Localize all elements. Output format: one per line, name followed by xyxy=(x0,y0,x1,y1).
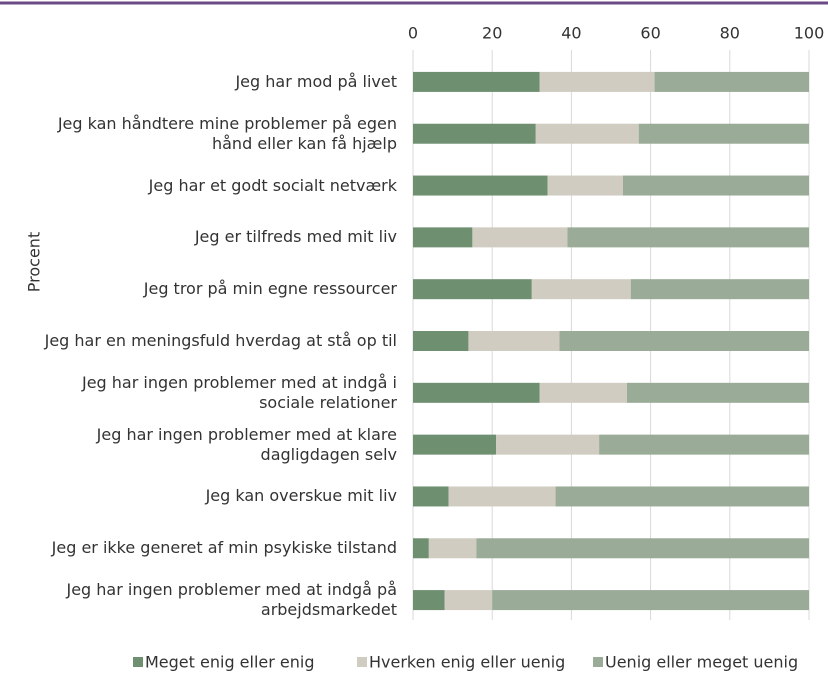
x-tick-label: 0 xyxy=(408,24,418,43)
bar-segment xyxy=(413,486,449,507)
bar-segment xyxy=(599,434,809,455)
bar-segment xyxy=(413,382,540,403)
bar-segment xyxy=(472,227,568,248)
y-axis-label: Procent xyxy=(25,232,44,292)
bar-segment xyxy=(413,434,497,455)
bar-segment xyxy=(567,227,809,248)
bar-segment xyxy=(492,590,809,611)
x-tick-label: 40 xyxy=(561,24,581,43)
legend-swatch xyxy=(133,657,143,667)
legend-swatch xyxy=(593,657,603,667)
category-label: Jeg har mod på livet xyxy=(235,71,397,91)
legend-swatch xyxy=(357,657,367,667)
legend-label: Uenig eller meget uenig xyxy=(605,653,798,672)
category-label: Jeg kan håndtere mine problemer på egen … xyxy=(57,113,397,153)
bar-segment xyxy=(413,279,532,300)
bar-segment xyxy=(547,175,623,196)
legend-label: Meget enig eller enig xyxy=(145,653,315,672)
bar-segment xyxy=(559,331,809,351)
category-label: Jeg har en meningsfuld hverdag at stå op… xyxy=(44,331,397,350)
category-label: Jeg har et godt socialt netværk xyxy=(148,175,397,195)
bar-segment xyxy=(630,279,809,300)
bar-segment xyxy=(539,71,655,92)
bar-segment xyxy=(476,538,809,559)
bar-segment xyxy=(413,331,469,351)
category-label: Jeg kan overskue mit liv xyxy=(205,486,397,506)
bar-segment xyxy=(444,590,493,611)
bar-segment xyxy=(413,123,536,144)
x-tick-label: 80 xyxy=(720,24,740,43)
bar-segment xyxy=(555,486,809,507)
bar-segment xyxy=(638,123,809,144)
bar-segment xyxy=(535,123,639,144)
bar-segment xyxy=(413,175,548,196)
bar-segment xyxy=(539,382,627,403)
bar-segment xyxy=(413,590,445,611)
x-tick-label: 20 xyxy=(482,24,502,43)
x-tick-label: 60 xyxy=(640,24,660,43)
bar-segment xyxy=(413,227,473,248)
category-label: Jeg tror på min egne ressourcer xyxy=(143,279,397,299)
bar-segment xyxy=(428,538,477,559)
bar-segment xyxy=(413,71,540,92)
bar-segment xyxy=(654,71,809,92)
bar-segment xyxy=(468,331,560,351)
category-label: Jeg har ingen problemer med at klare dag… xyxy=(96,424,397,464)
category-label: Jeg har ingen problemer med at indgå i s… xyxy=(81,372,397,412)
category-label: Jeg er ikke generet af min psykiske tils… xyxy=(51,538,397,558)
bar-segment xyxy=(622,175,809,196)
category-label: Jeg har ingen problemer med at indgå på … xyxy=(66,580,397,620)
x-tick-label: 100 xyxy=(794,24,825,43)
bar-segment xyxy=(448,486,556,507)
bar-segment xyxy=(496,434,600,455)
bar-segment xyxy=(413,538,429,559)
category-label: Jeg er tilfreds med mit liv xyxy=(194,227,397,247)
bar-segment xyxy=(626,382,809,403)
legend-label: Hverken enig eller uenig xyxy=(369,653,565,672)
bar-segment xyxy=(531,279,631,300)
